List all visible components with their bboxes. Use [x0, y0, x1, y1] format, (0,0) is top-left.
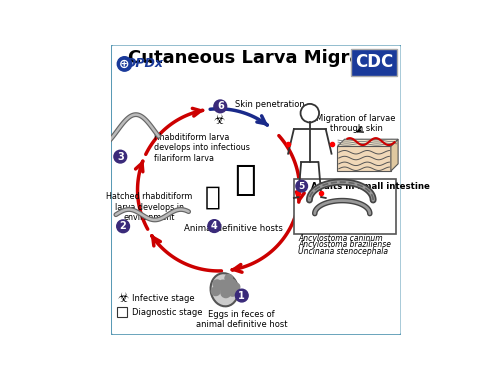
Circle shape [225, 274, 232, 282]
Polygon shape [338, 139, 398, 147]
FancyBboxPatch shape [110, 44, 402, 335]
Text: Rhabditiform larva
develops into infectious
filariform larva: Rhabditiform larva develops into infecti… [154, 133, 250, 163]
Text: CDC: CDC [355, 53, 394, 71]
Circle shape [236, 289, 248, 302]
Circle shape [221, 288, 231, 297]
Text: ⊕: ⊕ [120, 58, 130, 70]
Text: Adults in small intestine: Adults in small intestine [312, 182, 430, 191]
FancyBboxPatch shape [294, 179, 396, 234]
Text: ☣: ☣ [213, 114, 224, 127]
Text: Skin penetration: Skin penetration [234, 100, 304, 109]
Polygon shape [391, 139, 398, 171]
Text: 6: 6 [217, 102, 224, 111]
Circle shape [118, 57, 132, 71]
Circle shape [214, 100, 226, 113]
Text: 4: 4 [211, 221, 218, 231]
Polygon shape [338, 147, 391, 171]
Circle shape [227, 279, 236, 289]
Text: Ancylostoma caninum: Ancylostoma caninum [298, 234, 383, 243]
Text: 5: 5 [298, 182, 305, 191]
Text: Uncinaria stenocephala: Uncinaria stenocephala [298, 247, 388, 256]
Text: DPDx: DPDx [126, 58, 164, 70]
Circle shape [116, 220, 130, 233]
Text: Eggs in feces of
animal definitive host: Eggs in feces of animal definitive host [196, 310, 288, 329]
Text: 🐕: 🐕 [234, 163, 256, 197]
Circle shape [208, 220, 220, 232]
Circle shape [296, 180, 308, 192]
Text: Diagnostic stage: Diagnostic stage [132, 308, 202, 317]
Text: Animal definitive hosts: Animal definitive hosts [184, 224, 282, 233]
Circle shape [114, 150, 126, 163]
Text: Ancylostoma braziliense: Ancylostoma braziliense [298, 240, 391, 249]
Text: 2: 2 [120, 221, 126, 231]
Circle shape [213, 280, 221, 288]
Circle shape [232, 283, 239, 291]
Circle shape [212, 287, 220, 296]
Circle shape [218, 280, 228, 291]
Ellipse shape [210, 273, 238, 306]
Text: 1: 1 [238, 291, 245, 300]
Text: 3: 3 [117, 152, 123, 162]
Text: Hatched rhabditiform
larva develops in
environment: Hatched rhabditiform larva develops in e… [106, 192, 192, 222]
Text: Migration of larvae
through skin: Migration of larvae through skin [316, 114, 396, 133]
Text: Cutaneous Larva Migrans: Cutaneous Larva Migrans [128, 49, 384, 67]
FancyBboxPatch shape [351, 49, 397, 76]
Circle shape [300, 104, 319, 123]
Text: ☣: ☣ [117, 292, 128, 305]
Text: Infective stage: Infective stage [132, 294, 194, 303]
Circle shape [228, 287, 237, 296]
Text: 🐈: 🐈 [205, 184, 221, 210]
